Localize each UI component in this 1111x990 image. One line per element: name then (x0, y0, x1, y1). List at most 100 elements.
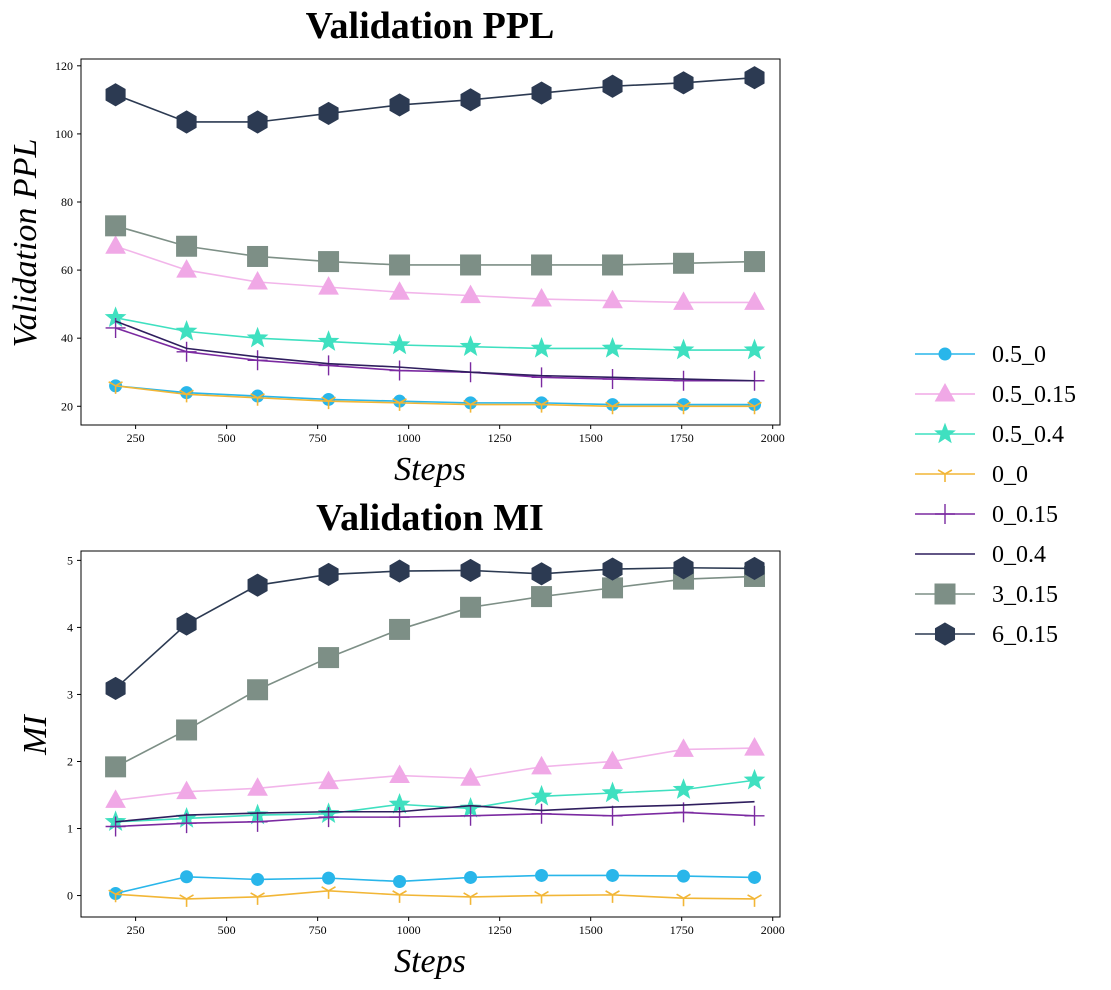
ppl-chart: Validation PPL Steps Validation PPL 250 5… (7, 5, 785, 488)
legend-item: 0_0.4 (915, 542, 1046, 568)
legend-label: 0.5_0.4 (992, 422, 1064, 448)
series-line (115, 245, 755, 304)
legend-label: 6_0.15 (992, 622, 1058, 648)
data-point (321, 886, 336, 899)
data-point (176, 780, 197, 800)
series-0-0-4 (115, 800, 755, 823)
data-point (602, 750, 623, 769)
series-line (115, 874, 755, 895)
data-point (460, 805, 481, 826)
series-line (115, 327, 755, 382)
data-point (179, 389, 194, 403)
series-0-5-0 (109, 868, 762, 901)
data-point (744, 805, 765, 826)
data-point (531, 288, 552, 307)
data-point (535, 868, 549, 882)
data-point (317, 330, 340, 351)
series-0-5-0-15 (105, 737, 765, 808)
y-tick-label: 80 (61, 195, 73, 209)
series-0-0-4 (115, 320, 755, 382)
series-3-0-15 (105, 215, 766, 276)
series-0-0-15 (105, 317, 765, 391)
x-tick-label: 1250 (488, 923, 512, 937)
data-point (176, 813, 197, 834)
legend-marker (935, 504, 955, 524)
y-tick-label: 40 (61, 331, 73, 345)
legend-item: 3_0.15 (915, 582, 1058, 608)
series-line (115, 811, 755, 828)
data-point (602, 557, 623, 581)
data-point (318, 276, 339, 295)
data-point (389, 559, 410, 583)
legend-label: 0_0.4 (992, 542, 1046, 568)
data-point (463, 892, 478, 905)
legend-marker (937, 469, 953, 482)
x-tick-label: 500 (218, 923, 236, 937)
data-point (602, 254, 624, 276)
series-line (115, 779, 755, 823)
x-tick-label: 750 (309, 431, 327, 445)
x-tick-label: 750 (309, 923, 327, 937)
series-6-0-15 (105, 66, 765, 134)
y-tick-label: 100 (55, 127, 73, 141)
data-point (392, 398, 407, 411)
data-point (744, 251, 766, 273)
data-point (602, 289, 623, 309)
data-point (530, 784, 553, 806)
legend-label: 3_0.15 (992, 582, 1058, 608)
data-point (743, 338, 766, 360)
data-point (601, 336, 624, 358)
y-tick-label: 60 (61, 263, 73, 277)
data-point (108, 381, 123, 394)
x-tick-label: 1500 (579, 431, 603, 445)
data-point (105, 676, 126, 700)
data-point (392, 890, 407, 903)
data-point (105, 215, 127, 237)
legend-item: 6_0.15 (915, 622, 1058, 648)
data-point (389, 618, 411, 640)
series-0-0 (108, 381, 762, 415)
data-point (176, 612, 197, 636)
data-point (175, 319, 198, 341)
data-point (743, 768, 766, 790)
mi-plot-frame (80, 550, 781, 918)
data-point (672, 778, 695, 799)
data-point (247, 573, 268, 597)
series-0-5-0-15 (105, 235, 765, 310)
legend-item: 0_0 (915, 462, 1028, 488)
series-line (115, 566, 755, 690)
data-point (530, 336, 553, 358)
data-point (673, 370, 694, 391)
y-tick-label: 5 (67, 553, 73, 567)
data-point (673, 738, 694, 757)
data-point (677, 869, 691, 883)
data-point (602, 74, 623, 98)
data-point (247, 811, 268, 832)
data-point (250, 892, 265, 905)
data-point (601, 781, 624, 803)
legend-item: 0.5_0.4 (915, 422, 1064, 448)
data-point (176, 259, 197, 278)
data-point (744, 737, 765, 756)
data-point (531, 81, 552, 105)
x-tick-label: 1000 (397, 923, 421, 937)
data-point (676, 401, 691, 415)
data-point (747, 401, 762, 415)
mi-y-axis-label: MI (17, 714, 54, 756)
x-tick-label: 2000 (761, 431, 785, 445)
data-point (673, 252, 695, 274)
data-point (105, 756, 127, 778)
data-point (388, 333, 411, 355)
data-point (318, 647, 340, 669)
series-line (115, 385, 755, 408)
data-point (179, 894, 194, 907)
data-point (531, 367, 552, 388)
y-tick-label: 0 (67, 889, 73, 903)
series-0-0 (108, 886, 762, 907)
mi-ticks: 250 500 750 1000 1250 1500 1750 2000 0 1 2 3 4 5 (67, 553, 785, 937)
x-tick-label: 1250 (488, 431, 512, 445)
series-line (115, 800, 755, 823)
data-point (318, 251, 340, 273)
data-point (744, 556, 765, 581)
ppl-series-layer (104, 66, 766, 415)
